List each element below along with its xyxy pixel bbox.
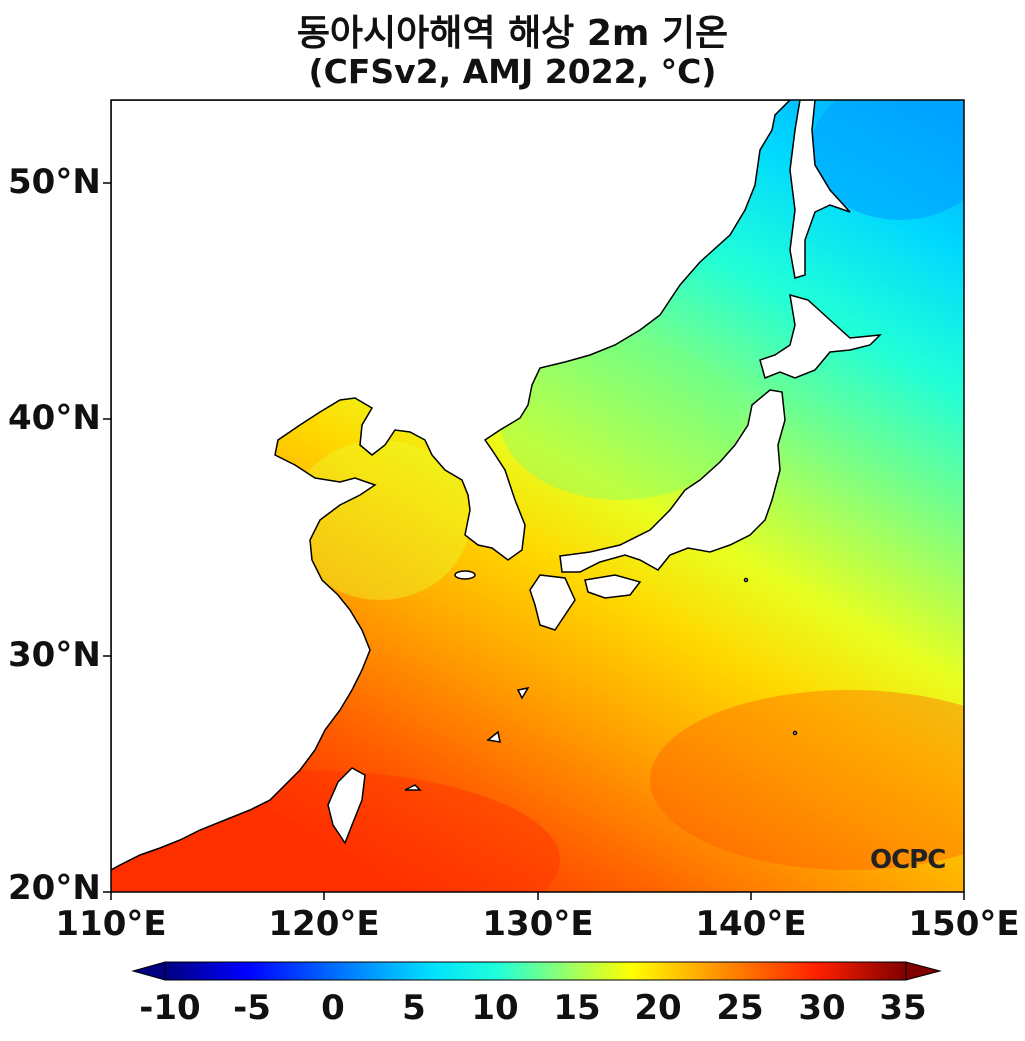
lat-label-30: 30°N xyxy=(8,635,101,675)
sakhalin xyxy=(789,100,851,279)
lat-label-50: 50°N xyxy=(8,162,101,202)
map-title: 동아시아해역 해상 2m 기온 xyxy=(296,13,729,54)
colorbar-tick-label: 20 xyxy=(634,988,682,1028)
lat-label-20: 20°N xyxy=(8,868,101,908)
lon-ticks xyxy=(110,892,965,900)
mainland-asia xyxy=(111,100,792,871)
ocpc-logo: OCPC xyxy=(870,845,946,875)
lat-ticks xyxy=(103,182,111,893)
jeju xyxy=(454,570,476,580)
colorbar-tick-label: 15 xyxy=(553,988,601,1028)
hokkaido xyxy=(759,293,883,380)
shikoku xyxy=(584,574,642,599)
colorbar-tick-label: 35 xyxy=(879,988,927,1028)
colorbar xyxy=(131,961,942,981)
taiwan xyxy=(327,767,366,845)
lon-label-130: 130°E xyxy=(482,904,594,944)
colorbar-tick-label: 5 xyxy=(402,988,426,1028)
lon-label-120: 120°E xyxy=(268,904,380,944)
map-subtitle: (CFSv2, AMJ 2022, °C) xyxy=(308,52,717,91)
colorbar-tick-label: 30 xyxy=(798,988,846,1028)
lon-label-110: 110°E xyxy=(55,904,167,944)
lat-label-40: 40°N xyxy=(8,398,101,438)
kyushu xyxy=(529,574,576,631)
lon-label-140: 140°E xyxy=(695,904,807,944)
colorbar-tick-label: 0 xyxy=(321,988,345,1028)
colorbar-tick-label: -5 xyxy=(233,988,271,1028)
colorbar-tick-label: 10 xyxy=(471,988,519,1028)
honshu xyxy=(559,389,786,573)
land-masses xyxy=(111,100,883,871)
colorbar-tick-label: -10 xyxy=(139,988,201,1028)
colorbar-tick-label: 25 xyxy=(716,988,764,1028)
lon-label-150: 150°E xyxy=(908,904,1020,944)
